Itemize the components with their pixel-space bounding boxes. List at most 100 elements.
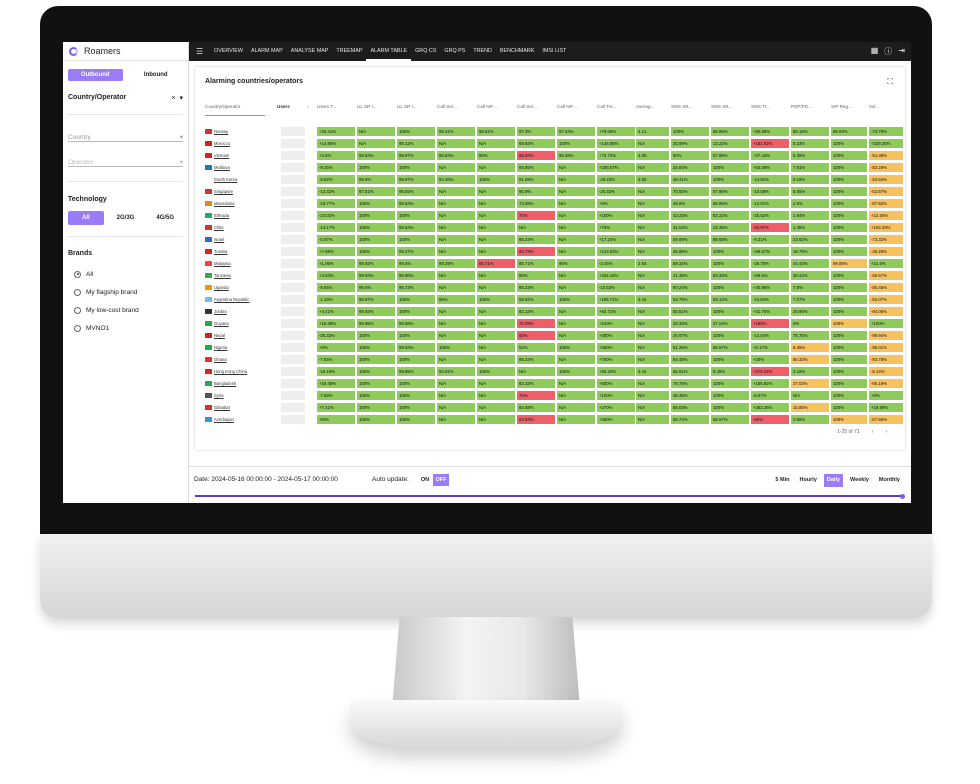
table-cell[interactable]: 0% <box>791 319 829 328</box>
table-cell[interactable]: -73.32% <box>869 235 903 244</box>
table-cell[interactable]: 100% <box>397 211 435 220</box>
table-cell[interactable]: N/A <box>636 223 669 232</box>
table-cell[interactable]: +279.22% <box>751 367 789 376</box>
table-cell[interactable]: N/A <box>636 187 669 196</box>
table-cell[interactable]: 100% <box>711 307 749 316</box>
table-cell[interactable]: 99.93% <box>397 343 435 352</box>
brand-option-all[interactable]: All <box>63 265 188 283</box>
table-cell[interactable]: 59.89% <box>671 235 709 244</box>
table-cell[interactable]: N/A <box>636 247 669 256</box>
table-cell[interactable]: 9.19% <box>791 175 829 184</box>
table-cell[interactable]: N/A <box>636 163 669 172</box>
table-cell[interactable]: N/A <box>636 343 669 352</box>
table-cell[interactable]: 99.27% <box>397 247 435 256</box>
table-cell[interactable]: N/A <box>477 139 515 148</box>
table-cell[interactable]: 37.04% <box>711 319 749 328</box>
table-cell[interactable]: N/A <box>437 307 475 316</box>
table-cell[interactable]: N/A <box>437 271 475 280</box>
table-cell[interactable]: 15.85% <box>791 403 829 412</box>
period-5min[interactable]: 5 Min <box>775 477 790 483</box>
table-cell[interactable]: 23.62% <box>791 235 829 244</box>
table-cell[interactable]: 99.97% <box>397 175 435 184</box>
table-cell[interactable]: N/A <box>557 223 595 232</box>
table-cell[interactable]: 3.44 <box>636 367 669 376</box>
table-cell[interactable]: N/A <box>557 379 595 388</box>
tech-2g3g-button[interactable]: 2G/3G <box>116 215 135 221</box>
table-cell[interactable]: 98.48% <box>557 151 595 160</box>
column-header[interactable]: UL SR I... <box>357 104 377 109</box>
table-cell[interactable]: -95.01% <box>869 343 903 352</box>
table-cell[interactable]: 57.98% <box>711 151 749 160</box>
table-cell[interactable]: 100% <box>711 331 749 340</box>
table-cell[interactable]: 100% <box>711 283 749 292</box>
table-cell[interactable]: -82.28% <box>869 163 903 172</box>
table-cell[interactable]: 100% <box>831 307 867 316</box>
table-cell[interactable]: +400% <box>597 415 635 424</box>
operator-select[interactable]: Operator ▾ <box>68 154 183 167</box>
table-cell[interactable]: +148.98% <box>597 139 635 148</box>
table-cell[interactable]: -80.45% <box>869 283 903 292</box>
table-cell[interactable]: N/A <box>636 211 669 220</box>
table-cell[interactable]: 50.51% <box>671 307 709 316</box>
table-cell[interactable]: +161.92% <box>751 139 789 148</box>
table-cell[interactable]: -22.02% <box>317 211 355 220</box>
table-cell[interactable]: N/A <box>557 163 595 172</box>
table-cell[interactable]: +0% <box>869 391 903 400</box>
table-cell[interactable]: 85.92% <box>517 151 555 160</box>
table-cell[interactable]: 34.84% <box>671 163 709 172</box>
table-cell[interactable]: 33.33% <box>671 319 709 328</box>
table-cell[interactable]: 100% <box>557 343 595 352</box>
table-cell[interactable]: 60.24% <box>671 283 709 292</box>
table-cell[interactable]: +270% <box>597 403 635 412</box>
table-cell[interactable]: 75.76% <box>791 331 829 340</box>
table-cell[interactable]: N/A <box>557 283 595 292</box>
table-cell[interactable]: N/A <box>437 331 475 340</box>
apps-grid-icon[interactable]: ▦ <box>870 46 879 55</box>
table-cell[interactable]: -87.52% <box>869 199 903 208</box>
tab-overview[interactable]: OVERVIEW <box>214 48 243 54</box>
country-link[interactable]: Macedonia <box>205 199 275 208</box>
column-header[interactable]: PDP/PD... <box>791 104 812 109</box>
table-cell[interactable]: 99.89% <box>831 259 867 268</box>
country-link[interactable]: Azerbaijan <box>205 415 275 424</box>
table-cell[interactable]: 100% <box>831 343 867 352</box>
table-cell[interactable]: 100% <box>831 175 867 184</box>
country-link[interactable]: Uganda <box>205 283 275 292</box>
table-cell[interactable]: 2.6% <box>791 199 829 208</box>
table-cell[interactable]: 85.71% <box>477 259 515 268</box>
table-cell[interactable]: N/A <box>636 235 669 244</box>
table-cell[interactable]: 55.74% <box>671 415 709 424</box>
table-cell[interactable]: N/A <box>437 211 475 220</box>
table-cell[interactable]: -3.45% <box>597 259 635 268</box>
table-cell[interactable]: +229.26% <box>869 139 903 148</box>
table-cell[interactable]: 98.81% <box>477 127 515 136</box>
table-cell[interactable]: +6% <box>597 199 635 208</box>
table-cell[interactable]: N/A <box>357 139 395 148</box>
table-cell[interactable]: 100% <box>397 355 435 364</box>
table-cell[interactable]: 100% <box>711 403 749 412</box>
table-cell[interactable]: N/A <box>437 391 475 400</box>
table-cell[interactable]: 100% <box>831 295 867 304</box>
table-cell[interactable]: 96% <box>557 259 595 268</box>
table-cell[interactable]: N/A <box>477 199 515 208</box>
table-cell[interactable]: -24.84% <box>751 295 789 304</box>
table-cell[interactable]: 80.18% <box>791 127 829 136</box>
table-cell[interactable]: 45.45% <box>671 391 709 400</box>
table-cell[interactable]: 63.64% <box>517 415 555 424</box>
fullscreen-icon[interactable]: ⛶ <box>887 77 893 86</box>
table-cell[interactable]: -10.53% <box>597 283 635 292</box>
table-cell[interactable]: 7.07% <box>791 295 829 304</box>
table-cell[interactable]: -18.18% <box>317 367 355 376</box>
table-cell[interactable]: 88.24% <box>517 355 555 364</box>
table-cell[interactable]: 100% <box>831 403 867 412</box>
tab-trend[interactable]: TREND <box>473 48 492 54</box>
table-cell[interactable]: +190% <box>751 319 789 328</box>
table-cell[interactable]: 100% <box>831 247 867 256</box>
column-header[interactable]: SMS SR... <box>711 104 733 109</box>
table-cell[interactable]: +100% <box>597 211 635 220</box>
table-cell[interactable]: 100% <box>397 295 435 304</box>
table-cell[interactable]: -50% <box>317 415 355 424</box>
country-link[interactable]: Chile <box>205 223 275 232</box>
table-cell[interactable]: N/A <box>636 307 669 316</box>
table-cell[interactable]: -14.84% <box>751 331 789 340</box>
